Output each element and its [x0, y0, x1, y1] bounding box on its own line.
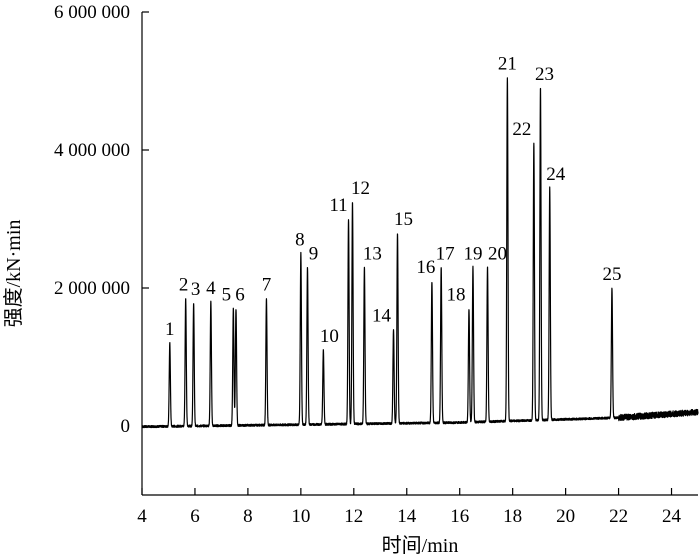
x-tick-label: 6 — [190, 506, 200, 527]
y-tick-label: 2 000 000 — [54, 278, 130, 299]
y-tick-label: 4 000 000 — [54, 140, 130, 161]
peak-label: 6 — [235, 285, 245, 306]
y-tick-label: 0 — [121, 416, 131, 437]
x-tick-label: 20 — [556, 506, 575, 527]
chromatogram-trace — [141, 77, 699, 429]
x-tick-label: 10 — [291, 506, 310, 527]
x-tick-label: 22 — [609, 506, 628, 527]
peak-label: 5 — [222, 285, 232, 306]
y-tick-label: 6 000 000 — [54, 2, 130, 23]
peak-label: 9 — [309, 243, 319, 264]
peak-label: 2 — [179, 274, 189, 295]
peak-label: 18 — [446, 285, 465, 306]
peak-label: 1 — [165, 319, 175, 340]
peak-label: 3 — [191, 279, 201, 300]
peak-label: 24 — [546, 164, 566, 185]
x-tick-label: 18 — [503, 506, 522, 527]
x-tick-label: 14 — [397, 506, 417, 527]
peak-label: 14 — [372, 305, 392, 326]
peak-label: 22 — [512, 119, 531, 140]
peak-label: 15 — [394, 209, 413, 230]
peak-label: 16 — [416, 257, 435, 278]
peak-label: 20 — [488, 243, 507, 264]
peak-label: 25 — [602, 264, 621, 285]
x-tick-label: 4 — [137, 506, 147, 527]
peak-label: 12 — [351, 178, 370, 199]
peak-label: 4 — [206, 278, 216, 299]
x-tick-label: 12 — [344, 506, 363, 527]
peak-label: 13 — [363, 243, 382, 264]
x-tick-label: 16 — [450, 506, 469, 527]
x-tick-label: 24 — [662, 506, 682, 527]
x-axis-title: 时间/min — [382, 534, 459, 557]
y-ticks: 0 2 000 000 4 000 000 6 000 000 — [54, 2, 149, 437]
peak-label: 10 — [320, 326, 339, 347]
y-axis-title: 强度/kN·min — [2, 220, 25, 328]
x-ticks: 4 6 8 10 12 14 16 18 20 22 24 — [137, 488, 682, 527]
peak-label: 23 — [535, 64, 554, 85]
x-tick-label: 8 — [243, 506, 253, 527]
peak-label: 8 — [295, 230, 305, 251]
peak-label: 19 — [463, 243, 482, 264]
peak-label: 7 — [262, 274, 272, 295]
peak-label: 21 — [498, 54, 517, 75]
peak-label: 17 — [436, 243, 455, 264]
peak-label: 11 — [329, 195, 347, 216]
